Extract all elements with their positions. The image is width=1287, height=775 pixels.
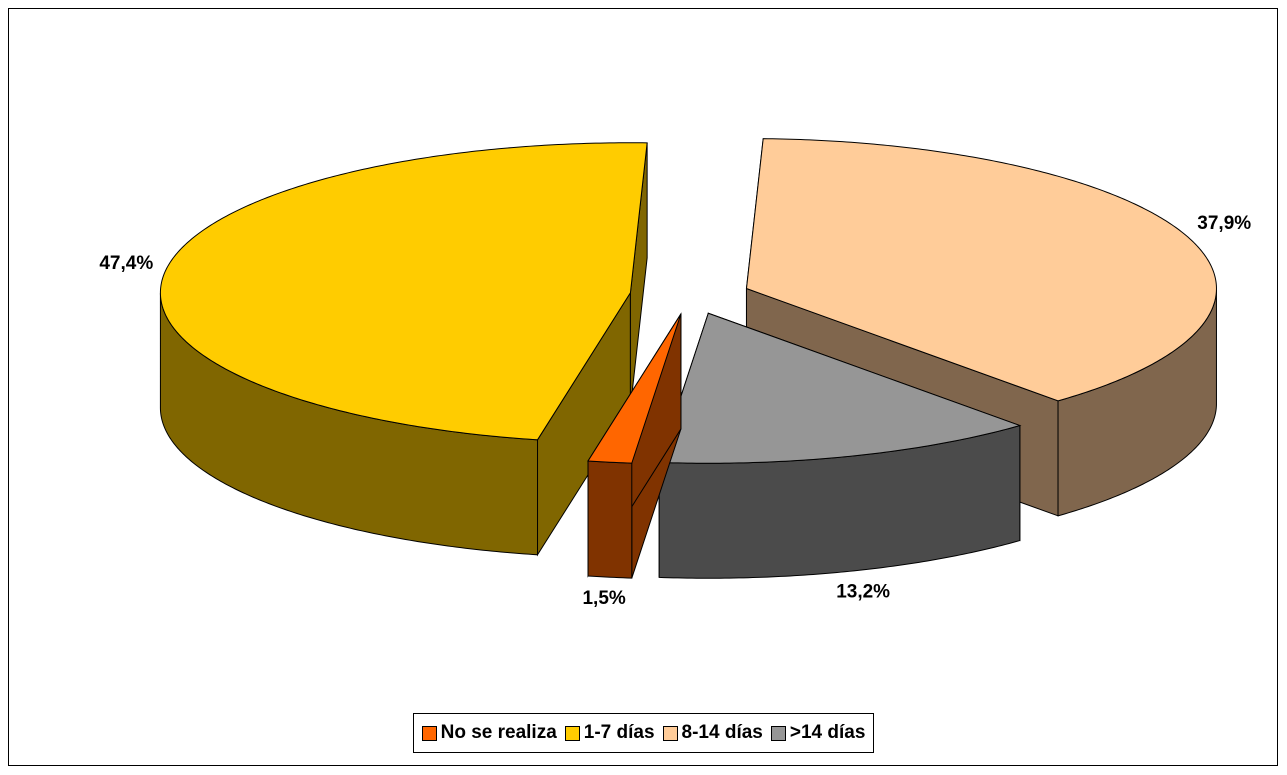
data-label: 13,2% — [836, 582, 890, 603]
legend-label: >14 días — [789, 722, 866, 743]
slice — [159, 142, 648, 441]
legend-wrap: No se realiza 1-7 días 8-14 días >14 días — [0, 713, 1287, 753]
legend-item: 8-14 días — [662, 722, 763, 744]
legend: No se realiza 1-7 días 8-14 días >14 días — [412, 713, 875, 753]
slice-side — [587, 460, 633, 579]
legend-item: No se realiza — [421, 722, 557, 744]
data-label: 37,9% — [1197, 213, 1251, 234]
chart-frame — [8, 8, 1278, 766]
slice — [745, 138, 1217, 402]
legend-swatch — [421, 725, 437, 741]
legend-swatch — [564, 725, 580, 741]
legend-item: >14 días — [770, 722, 866, 744]
legend-label: No se realiza — [440, 722, 557, 743]
slice — [658, 312, 1022, 464]
data-label: 47,4% — [99, 253, 153, 274]
legend-label: 8-14 días — [681, 722, 763, 743]
slice — [587, 313, 682, 464]
legend-label: 1-7 días — [583, 722, 655, 743]
legend-swatch — [662, 725, 678, 741]
data-label: 1,5% — [582, 588, 625, 609]
legend-item: 1-7 días — [564, 722, 655, 744]
legend-swatch — [770, 725, 786, 741]
